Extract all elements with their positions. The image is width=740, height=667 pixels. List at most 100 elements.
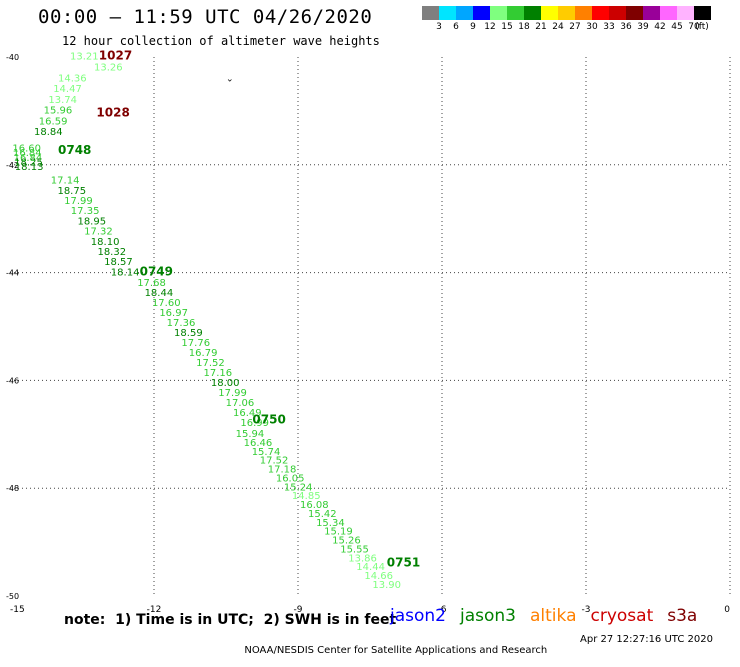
wave-height-value: 18.10 xyxy=(91,237,120,248)
colorbar-label: 15 xyxy=(501,22,513,32)
wave-height-value: 17.16 xyxy=(204,368,233,379)
track-time-label: 0749 xyxy=(140,264,173,278)
colorbar-swatch xyxy=(524,6,541,20)
credit-text: NOAA/NESDIS Center for Satellite Applica… xyxy=(244,645,548,656)
colorbar-swatch xyxy=(473,6,490,20)
colorbar-label: 36 xyxy=(620,22,632,32)
wave-height-value: 16.84 xyxy=(14,153,43,164)
colorbar-label: 9 xyxy=(470,22,476,32)
wave-height-value: 17.60 xyxy=(152,298,181,309)
colorbar-label: 39 xyxy=(637,22,649,32)
track-time-label: 0751 xyxy=(387,555,420,569)
wave-height-value: 17.35 xyxy=(71,206,100,217)
wave-height-value: 16.97 xyxy=(159,308,188,319)
satellite-s3a: s3a xyxy=(667,606,698,626)
track-time-label: 0748 xyxy=(58,143,91,157)
colorbar-swatch xyxy=(422,6,439,20)
colorbar-label: (ft) xyxy=(695,22,709,32)
wave-height-value: 16.60 xyxy=(12,143,41,154)
wave-height-value: 17.32 xyxy=(84,227,113,238)
satellite-legend: jason2 jason3 altika cryosat s3a xyxy=(390,606,711,626)
wave-height-value: 18.95 xyxy=(77,216,106,227)
wave-height-value: 17.68 xyxy=(137,278,166,289)
wave-height-value: 17.18 xyxy=(268,465,297,476)
wave-height-value: 13.86 xyxy=(348,553,377,564)
wave-height-value: 18.44 xyxy=(145,288,174,299)
lat-tick-label: -44 xyxy=(6,269,19,278)
altimeter-map: -15 -12 -9 -6 -3 0-40-42-44-46-48-50⌄13.2113.… xyxy=(6,49,731,615)
wave-height-value: 16.79 xyxy=(189,348,218,359)
wave-height-value: 18.25 xyxy=(14,157,43,168)
colorbar-swatch xyxy=(541,6,558,20)
wave-height-value: 14.47 xyxy=(53,84,82,95)
satellite-jason2: jason2 xyxy=(390,606,446,626)
track-time-label: 1028 xyxy=(96,105,129,119)
track-time-label: 0750 xyxy=(252,413,285,427)
colorbar-label: 24 xyxy=(552,22,564,32)
lon-tick-label: -3 xyxy=(582,605,591,615)
wave-height-value: 15.42 xyxy=(308,509,337,520)
wave-height-colorbar xyxy=(422,6,711,20)
wave-height-value: 17.99 xyxy=(218,388,247,399)
lon-tick-label: -6 xyxy=(438,605,447,615)
wave-height-value: 17.36 xyxy=(167,318,196,329)
satellite-altika: altika xyxy=(530,606,577,626)
colorbar-label: 3 xyxy=(436,22,442,32)
lat-tick-label: -40 xyxy=(6,53,19,62)
colorbar-swatch xyxy=(626,6,643,20)
timestamp-text: Apr 27 12:27:16 UTC 2020 xyxy=(580,634,713,645)
lon-tick-label: -9 xyxy=(294,605,303,615)
lat-tick-label: -46 xyxy=(6,376,19,385)
colorbar-labels: 3 6 9 12 15 18 21 24 27 30 33 36 39 42 45 70 (ft) xyxy=(422,22,740,34)
wave-height-value: 18.32 xyxy=(97,247,126,258)
wave-height-value: 18.84 xyxy=(34,127,63,138)
wave-height-value: 14.44 xyxy=(356,562,385,573)
wave-height-value: 15.19 xyxy=(324,527,353,538)
wave-height-value: 16.05 xyxy=(276,473,305,484)
wave-height-value: 15.24 xyxy=(284,482,313,493)
lat-tick-label: -48 xyxy=(6,484,19,493)
wave-height-value: 17.52 xyxy=(196,358,225,369)
colorbar-label: 42 xyxy=(654,22,666,32)
island-marker: ⌄ xyxy=(226,74,234,84)
wave-height-value: 18.59 xyxy=(174,328,203,339)
wave-height-value: 13.74 xyxy=(48,95,77,106)
wave-height-value: 13.21 xyxy=(70,52,99,63)
wave-height-value: 14.66 xyxy=(364,571,393,582)
wave-height-value: 15.96 xyxy=(44,106,73,117)
colorbar-swatch xyxy=(575,6,592,20)
footer: NOAA/NESDIS Center for Satellite Applica… xyxy=(238,634,713,667)
colorbar-label: 27 xyxy=(569,22,581,32)
colorbar-label: 30 xyxy=(586,22,598,32)
colorbar-swatch xyxy=(456,6,473,20)
colorbar-swatch xyxy=(507,6,524,20)
colorbar-swatch xyxy=(558,6,575,20)
colorbar-label: 12 xyxy=(484,22,496,32)
colorbar-label: 18 xyxy=(518,22,530,32)
wave-height-value: 15.74 xyxy=(252,447,281,458)
wave-height-value: 17.52 xyxy=(260,456,289,467)
footnote: note: 1) Time is in UTC; 2) SWH is in fe… xyxy=(64,612,397,628)
wave-height-value: 17.99 xyxy=(64,196,93,207)
wave-height-value: 17.14 xyxy=(51,176,80,187)
colorbar-label: 33 xyxy=(603,22,615,32)
wave-height-value: 15.26 xyxy=(332,536,361,547)
page-title: 00:00 – 11:59 UTC 04/26/2020 xyxy=(38,6,373,28)
colorbar-label: 45 xyxy=(671,22,683,32)
colorbar-swatch xyxy=(592,6,609,20)
wave-height-value: 16.84 xyxy=(13,148,42,159)
wave-height-value: 17.76 xyxy=(181,338,210,349)
lon-tick-label: 0 xyxy=(724,605,730,615)
lon-tick-label: -12 xyxy=(147,605,162,615)
colorbar-label: 70 xyxy=(688,22,700,32)
lat-tick-label: -50 xyxy=(6,592,19,601)
wave-height-value: 16.49 xyxy=(233,408,262,419)
colorbar-swatch xyxy=(694,6,711,20)
wave-height-value: 13.26 xyxy=(94,62,123,73)
track-time-label: 1027 xyxy=(99,49,132,63)
wave-height-value: 15.34 xyxy=(316,518,345,529)
colorbar-swatch xyxy=(609,6,626,20)
colorbar-swatch xyxy=(439,6,456,20)
colorbar-swatch xyxy=(677,6,694,20)
colorbar-swatch xyxy=(643,6,660,20)
